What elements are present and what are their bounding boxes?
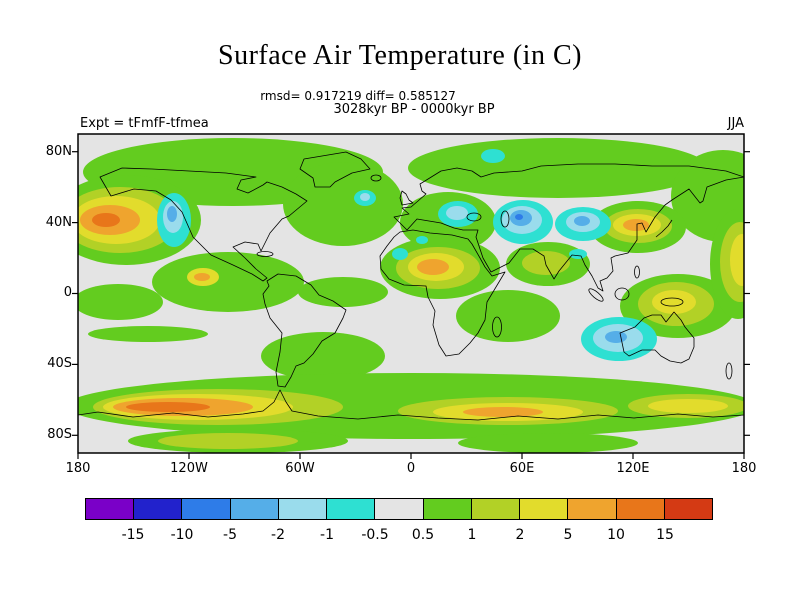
- colorbar-segment: [327, 499, 376, 519]
- colorbar-tick-label: -5: [223, 527, 237, 543]
- lat-tick-label: 0: [63, 285, 72, 300]
- south-america-coastline: [262, 273, 347, 388]
- colorbar-segment: [520, 499, 569, 519]
- colorbar-segment: [375, 499, 424, 519]
- africa-coastline: [379, 229, 506, 357]
- cuba-coastline: [256, 251, 274, 257]
- black-sea-outline: [466, 212, 482, 222]
- colorbar-segment: [616, 499, 665, 519]
- british-isles-coastline: [399, 190, 414, 206]
- philippines-coastline: [634, 265, 640, 279]
- colorbar-tick-label: -2: [271, 527, 285, 543]
- colorbar-tick-label: -0.5: [361, 527, 389, 543]
- colorbar-segment: [278, 499, 328, 519]
- anomaly-map: [72, 133, 750, 459]
- lat-tick-label: 40S: [47, 356, 72, 371]
- colorbar-tick-label: -10: [170, 527, 194, 543]
- lon-tick-label: 60W: [285, 461, 315, 476]
- sumatra-coastline: [588, 288, 604, 302]
- lon-tick-label: 120W: [170, 461, 208, 476]
- lat-tick-label: 80N: [45, 144, 72, 159]
- period-line: 3028kyr BP - 0000kyr BP: [333, 102, 495, 117]
- colorbar-segment: [423, 499, 472, 519]
- lon-tick-label: 180: [731, 461, 757, 476]
- colorbar-segment: [230, 499, 279, 519]
- colorbar-tick-label: -1: [320, 527, 334, 543]
- australia-coastline: [619, 311, 695, 364]
- antarctica-coastline: [78, 389, 744, 421]
- experiment-label: Expt = tFmfF-tfmea: [80, 116, 209, 131]
- lat-tick-label: 80S: [47, 427, 72, 442]
- iceland-coastline: [370, 174, 382, 182]
- borneo-coastline: [614, 287, 630, 301]
- lon-tick-label: 60E: [509, 461, 535, 476]
- lon-tick-label: 0: [406, 461, 416, 476]
- colorbar: [85, 498, 713, 520]
- new-guinea-coastline: [660, 297, 684, 307]
- colorbar-tick-label: 10: [607, 527, 625, 543]
- axis-ticks: [72, 151, 750, 459]
- colorbar-segment: [471, 499, 521, 519]
- colorbar-tick-label: 2: [515, 527, 525, 543]
- colorbar-segment: [568, 499, 617, 519]
- japan-coastline: [655, 219, 673, 238]
- coastlines: [78, 151, 744, 421]
- greenland-coastline: [299, 151, 371, 188]
- season-label: JJA: [727, 116, 744, 131]
- north-america-coastline: [99, 167, 308, 282]
- lon-tick-label: 120E: [616, 461, 650, 476]
- stats-line: rmsd= 0.917219 diff= 0.585127: [260, 89, 456, 103]
- colorbar-segment: [182, 499, 231, 519]
- madagascar-coastline: [492, 316, 502, 338]
- colorbar-segment: [134, 499, 183, 519]
- colorbar-tick-label: 15: [656, 527, 674, 543]
- colorbar-tick-label: 1: [467, 527, 477, 543]
- colorbar-segment: [664, 499, 713, 519]
- colorbar-tick-label: 0.5: [411, 527, 435, 543]
- lon-tick-label: 180: [65, 461, 91, 476]
- colorbar-tick-label: -15: [121, 527, 145, 543]
- eurasia-coastline: [393, 163, 744, 292]
- plot-title: Surface Air Temperature (in C): [218, 40, 582, 71]
- lat-tick-label: 40N: [45, 215, 72, 230]
- colorbar-tick-label: 5: [563, 527, 573, 543]
- colorbar-segment: [86, 499, 135, 519]
- cool-anomaly-fills: [157, 149, 657, 361]
- caspian-sea-outline: [500, 210, 510, 228]
- new-zealand-coastline: [725, 362, 733, 380]
